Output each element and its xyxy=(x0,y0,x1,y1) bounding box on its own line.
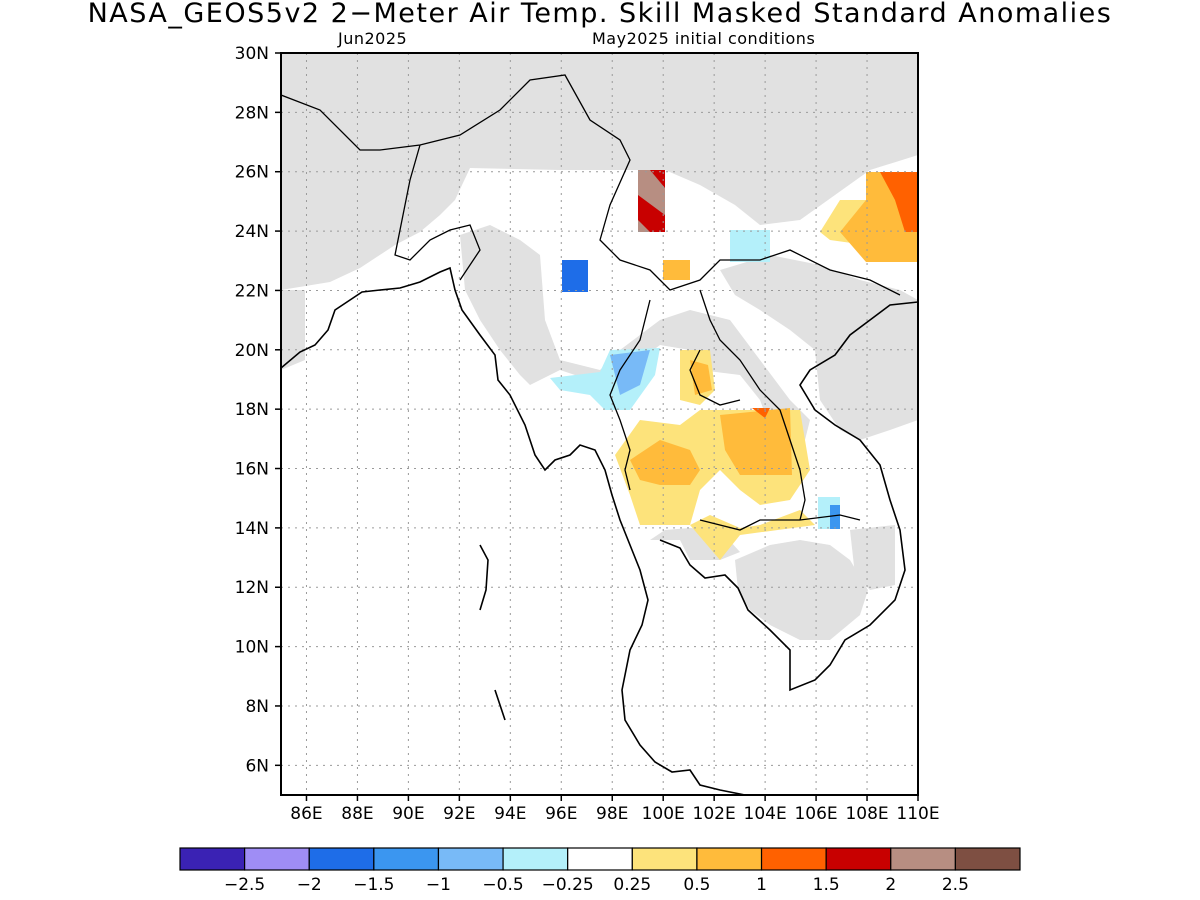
lon-tick-label: 92E xyxy=(443,804,475,824)
anomaly-patch xyxy=(610,350,650,395)
lon-tick-label: 108E xyxy=(845,804,888,824)
lat-tick-label: 22N xyxy=(235,281,269,301)
anomaly-patch xyxy=(638,195,665,232)
colorbar-label: 1 xyxy=(756,875,767,895)
lat-tick-label: 6N xyxy=(245,756,269,776)
lat-tick-label: 8N xyxy=(245,697,269,717)
lat-tick-label: 10N xyxy=(235,638,269,658)
colorbar-label: −1 xyxy=(426,875,451,895)
colorbar-label: −2.5 xyxy=(224,875,265,895)
colorbar-swatch xyxy=(760,847,827,871)
coastlines xyxy=(281,266,918,795)
map-frame xyxy=(280,52,919,796)
lon-tick-label: 104E xyxy=(744,804,787,824)
anomaly-patch xyxy=(730,230,770,262)
latitude-axis: 30N 28N 26N 24N 22N 20N 18N 16N 14N 12N 10N 8N 6N xyxy=(235,44,281,776)
colorbar-swatch xyxy=(308,847,375,871)
colorbar: −2.5 −2 −1.5 −1 −0.5 −0.25 0.25 0.5 1 1.5 2 2.5 xyxy=(179,847,1021,895)
colorbar-swatch xyxy=(825,847,892,871)
colorbar-label: −0.25 xyxy=(542,875,594,895)
lon-tick-label: 96E xyxy=(545,804,577,824)
lon-tick-label: 94E xyxy=(494,804,526,824)
colorbar-swatch xyxy=(373,847,440,871)
masked-region-myanmar xyxy=(460,225,810,455)
country-borders xyxy=(281,74,901,531)
graticule xyxy=(281,53,918,795)
anomaly-patch xyxy=(630,440,700,485)
colorbar-label: 0.25 xyxy=(613,875,651,895)
lon-tick-label: 106E xyxy=(794,804,837,824)
colorbar-label: 2 xyxy=(885,875,896,895)
colorbar-swatch xyxy=(696,847,763,871)
colorbar-label: 2.5 xyxy=(942,875,969,895)
colorbar-label: −2 xyxy=(297,875,322,895)
lon-tick-label: 86E xyxy=(290,804,322,824)
lon-tick-label: 90E xyxy=(392,804,424,824)
lat-tick-label: 24N xyxy=(235,222,269,242)
lon-tick-label: 110E xyxy=(896,804,939,824)
anomaly-patch xyxy=(650,170,665,188)
masked-region-vietnam xyxy=(850,525,895,590)
masked-region-cambodia xyxy=(735,540,868,640)
anomaly-patch xyxy=(880,172,918,232)
colorbar-label: −0.5 xyxy=(482,875,523,895)
colorbar-label: 0.5 xyxy=(683,875,710,895)
lat-tick-label: 12N xyxy=(235,578,269,598)
masked-region-laos xyxy=(720,255,918,440)
colorbar-label: 1.5 xyxy=(813,875,840,895)
lon-tick-label: 100E xyxy=(642,804,685,824)
anomaly-patch xyxy=(663,260,690,280)
lat-tick-label: 30N xyxy=(235,44,269,64)
masked-region-west xyxy=(281,290,305,370)
lon-tick-label: 102E xyxy=(693,804,736,824)
longitude-axis: 86E 88E 90E 92E 94E 96E 98E 100E 102E 104E 106E 108… xyxy=(290,795,940,824)
anomaly-patch xyxy=(562,260,588,292)
map-plot-area xyxy=(281,53,918,795)
anomaly-patch xyxy=(690,510,815,560)
forecast-month: Jun2025 xyxy=(338,29,408,48)
anomaly-patch xyxy=(720,408,792,475)
colorbar-swatch xyxy=(890,847,956,871)
colorbar-swatch xyxy=(954,847,1021,871)
colorbar-swatch xyxy=(567,847,633,871)
colorbar-swatch xyxy=(244,847,310,871)
anomaly-patch xyxy=(690,360,712,395)
lat-tick-label: 20N xyxy=(235,341,269,361)
lat-tick-label: 28N xyxy=(235,103,269,123)
map-title: NASA_GEOS5v2 2−Meter Air Temp. Skill Mas… xyxy=(87,0,1113,29)
lat-tick-label: 26N xyxy=(235,163,269,183)
lon-tick-label: 98E xyxy=(596,804,628,824)
colorbar-swatch xyxy=(179,847,246,871)
lat-tick-label: 18N xyxy=(235,400,269,420)
lon-tick-label: 88E xyxy=(341,804,373,824)
colorbar-swatch xyxy=(502,847,569,871)
lat-tick-label: 16N xyxy=(235,460,269,480)
lat-tick-label: 14N xyxy=(235,519,269,539)
colorbar-label: −1.5 xyxy=(353,875,394,895)
colorbar-swatch xyxy=(437,847,504,871)
colorbar-swatch xyxy=(631,847,698,871)
initial-conditions: May2025 initial conditions xyxy=(592,29,816,48)
anomaly-patch xyxy=(830,505,840,529)
